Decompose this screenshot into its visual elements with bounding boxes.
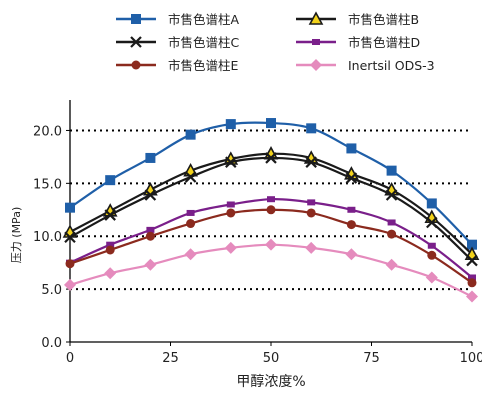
data-point-0-9 [426,198,437,209]
x-tick-label-4: 100 [460,351,482,366]
data-point-5-7 [345,248,358,261]
legend-marker-3 [312,39,320,45]
data-point-4-2 [145,231,155,241]
data-point-5-10 [466,290,478,303]
data-point-4-9 [427,250,437,260]
data-point-0-5 [266,118,276,129]
data-point-4-6 [306,208,316,218]
data-point-3-2 [146,226,155,233]
data-point-5-3 [184,248,197,261]
data-point-0-3 [185,129,196,140]
data-point-2-2 [144,189,157,201]
series-0 [65,118,477,250]
data-point-2-3 [184,171,197,183]
series-4 [65,205,477,288]
data-point-3-10 [468,274,476,281]
data-point-4-4 [226,208,236,218]
data-point-3-8 [387,219,396,226]
data-point-3-4 [226,201,235,208]
axes [66,100,473,346]
data-point-4-10 [467,278,477,288]
x-axis-label: 甲醇浓度% [236,373,305,390]
data-point-4-3 [186,219,196,229]
legend-marker-0 [131,14,141,24]
data-point-3-5 [267,196,275,203]
data-point-2-9 [426,216,438,229]
x-tick-label-2: 50 [263,351,280,366]
legend-label-2: 市售色谱柱C [168,35,240,50]
x-tick-label-1: 25 [162,351,179,366]
data-point-4-5 [266,205,276,215]
data-point-4-7 [346,220,356,230]
y-tick-label-2: 10.0 [33,230,62,245]
legend-label-5: Inertsil ODS-3 [348,58,435,73]
series-5 [64,238,478,303]
data-point-4-8 [387,229,397,239]
y-tick-label-3: 15.0 [33,177,62,192]
data-point-2-5 [265,152,277,164]
legend-item-2: 市售色谱柱C [116,35,240,50]
legend-label-0: 市售色谱柱A [168,12,240,27]
series-2 [64,152,478,267]
data-point-5-1 [104,267,117,280]
legend-label-4: 市售色谱柱E [168,58,239,73]
data-point-0-10 [467,239,477,250]
data-point-4-1 [105,245,115,255]
data-point-0-7 [346,143,357,154]
legend-item-0: 市售色谱柱A [116,12,240,27]
legend-item-1: 市售色谱柱B [296,11,419,27]
series-layer [62,118,480,303]
data-point-2-0 [64,231,76,244]
data-point-5-5 [265,238,277,251]
legend-marker-5 [310,59,322,71]
data-point-0-6 [306,123,317,134]
legend-label-1: 市售色谱柱B [348,12,419,27]
legend-item-3: 市售色谱柱D [296,35,420,50]
y-tick-label-0: 0.0 [41,336,62,351]
data-point-5-8 [385,258,398,271]
data-point-2-1 [104,209,116,221]
data-point-4-0 [65,259,75,269]
data-point-0-2 [145,152,156,163]
data-point-3-9 [427,242,436,249]
data-point-2-4 [225,156,237,168]
data-point-2-8 [385,189,398,201]
data-point-2-7 [345,172,358,184]
data-point-3-3 [186,209,195,216]
y-tick-label-4: 20.0 [33,124,62,139]
data-point-2-10 [466,254,478,267]
data-point-5-0 [64,278,76,291]
legend-item-4: 市售色谱柱E [116,58,239,73]
tick-labels: 0.0 5.0 10.0 15.0 20.0 0 25 50 75 100 [33,124,482,366]
data-point-5-6 [305,241,318,254]
data-point-3-7 [347,206,356,213]
data-point-5-4 [224,241,237,254]
data-point-5-9 [425,271,438,284]
data-point-2-6 [305,156,317,168]
x-tick-label-0: 0 [66,351,74,366]
legend-item-5: Inertsil ODS-3 [296,58,435,73]
y-tick-label-1: 5.0 [41,283,62,298]
data-point-3-1 [106,241,115,248]
legend-marker-4 [131,60,141,70]
grid [70,129,472,291]
y-axis-label: 压力 (MPa) [10,207,23,263]
legend: 市售色谱柱A 市售色谱柱B 市售色谱柱C 市售色谱柱D 市售色谱柱E Inertsil O… [116,11,435,73]
data-point-0-8 [386,165,397,176]
data-point-0-0 [65,202,75,213]
data-point-3-6 [307,199,316,206]
data-point-0-1 [105,175,116,186]
data-point-0-4 [225,119,236,130]
legend-marker-2 [130,36,142,48]
data-point-5-2 [144,258,157,271]
legend-marker-1 [308,11,324,25]
legend-label-3: 市售色谱柱D [348,35,420,50]
x-tick-label-3: 75 [363,351,380,366]
